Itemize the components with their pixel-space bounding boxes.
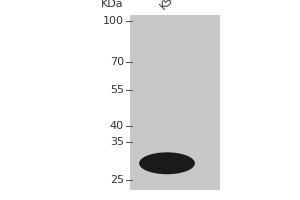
- Text: 40: 40: [110, 121, 124, 131]
- Text: 25: 25: [110, 175, 124, 185]
- Text: KDa: KDa: [101, 0, 124, 9]
- Ellipse shape: [139, 152, 195, 174]
- Text: 100: 100: [103, 16, 124, 26]
- Text: 70: 70: [110, 57, 124, 67]
- Bar: [130, 15, 220, 190]
- Text: 35: 35: [110, 137, 124, 147]
- Text: 55: 55: [110, 85, 124, 95]
- Text: K562: K562: [158, 0, 185, 11]
